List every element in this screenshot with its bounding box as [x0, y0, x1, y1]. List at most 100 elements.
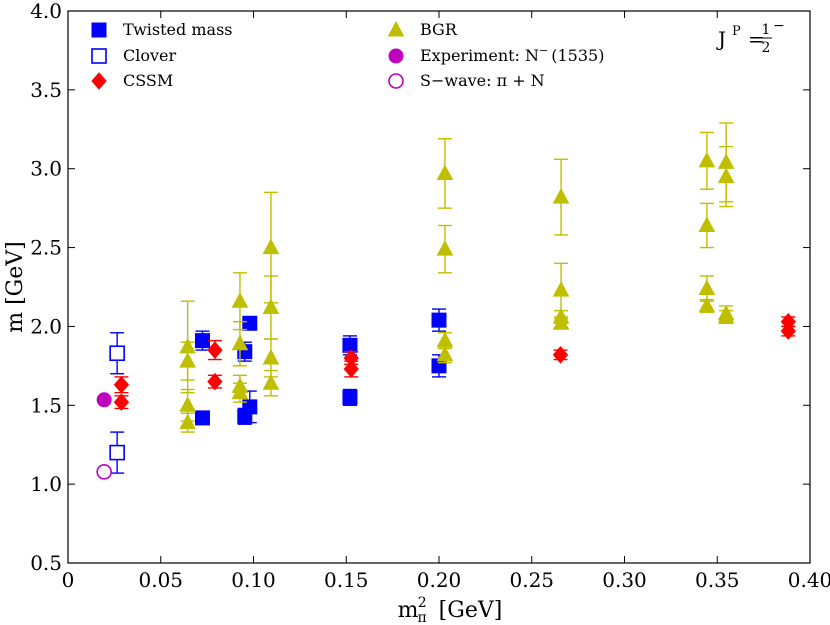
- data-point-twisted: [342, 389, 358, 405]
- legend-label-cssm: CSSM: [123, 71, 173, 90]
- legend: Twisted mass Clover CSSM BGR Experiment: N−(…: [91, 20, 604, 90]
- data-point-bgr: [698, 151, 716, 168]
- legend-marker-bgr: [387, 20, 405, 37]
- legend-label-bgr: BGR: [420, 20, 458, 39]
- series-experiment: [96, 392, 112, 408]
- legend-label-clover: Clover: [123, 46, 177, 65]
- legend-marker-twisted: [91, 22, 107, 38]
- data-point-clover: [109, 345, 125, 362]
- legend-item-clover: Clover: [91, 46, 177, 65]
- x-tick-label: 0.05: [138, 568, 183, 592]
- x-axis-label-base: m: [398, 598, 419, 623]
- y-axis-label: m [GeV]: [3, 241, 28, 333]
- legend-marker-experiment: [388, 48, 404, 64]
- legend-item-cssm: CSSM: [91, 71, 173, 90]
- data-point-bgr: [179, 396, 196, 412]
- axis-tick-labels: 0 0.05 0.10 0.15 0.20 0.25 0.30 0.35 0.40 0.5 1.0 1…: [30, 0, 830, 592]
- x-axis-label-sup: 2: [418, 595, 427, 611]
- data-point-cssm: [207, 372, 223, 391]
- annotation-p: P: [732, 24, 741, 39]
- data-point-bgr: [231, 383, 249, 400]
- data-point-bgr: [552, 281, 570, 297]
- y-tick-label: 0.5: [30, 551, 62, 575]
- legend-label-experiment: Experiment: N− (1535): [420, 44, 604, 65]
- data-point-cssm: [343, 360, 359, 378]
- legend-item-swave: S−wave: π + N: [388, 71, 545, 90]
- x-axis-label-sub: π: [418, 610, 427, 625]
- y-tick-label: 2.5: [30, 236, 62, 260]
- data-point-twisted: [194, 410, 210, 426]
- data-point-bgr: [231, 334, 249, 351]
- legend-item-bgr: BGR: [387, 20, 458, 39]
- data-point-bgr: [436, 164, 454, 180]
- series-cssm: [113, 312, 796, 411]
- annotation-num: 1: [762, 22, 771, 38]
- legend-label-twisted: Twisted mass: [123, 20, 232, 39]
- data-point-twisted: [431, 312, 447, 328]
- x-tick-label: 0.40: [788, 568, 830, 592]
- legend-marker-clover: [91, 48, 107, 64]
- data-point-cssm: [552, 346, 569, 364]
- data-point-cssm: [207, 341, 223, 359]
- data-point-bgr: [698, 279, 716, 296]
- series-swave: [96, 464, 112, 480]
- data-point-bgr: [717, 307, 735, 324]
- y-tick-label: 3.5: [30, 78, 62, 102]
- data-point-bgr: [436, 345, 454, 362]
- y-tick-label: 3.0: [30, 157, 62, 181]
- data-point-twisted: [242, 399, 258, 415]
- legend-marker-cssm: [91, 72, 107, 90]
- x-tick-label: 0: [62, 568, 75, 592]
- legend-item-twisted: Twisted mass: [91, 20, 232, 39]
- data-point-bgr: [262, 374, 280, 390]
- data-point-cssm: [780, 322, 796, 340]
- legend-marker-swave: [388, 73, 404, 89]
- data-point-bgr: [262, 238, 280, 255]
- y-tick-label: 1.0: [30, 472, 62, 496]
- data-point-cssm: [113, 393, 130, 411]
- legend-label-tail: (1535): [551, 46, 604, 65]
- annotation-eq: =: [748, 27, 765, 51]
- legend-label-sup: −: [539, 44, 548, 57]
- spin-parity-annotation: J P = 1 2 −: [716, 18, 785, 56]
- data-point-bgr: [552, 188, 570, 204]
- data-point-bgr: [179, 352, 196, 368]
- series-twisted: [194, 308, 447, 426]
- data-point-twisted: [242, 315, 258, 331]
- y-tick-label: 2.0: [30, 314, 62, 338]
- legend-item-experiment: Experiment: N− (1535): [388, 44, 604, 65]
- data-point-twisted: [194, 333, 210, 349]
- series-bgr: [179, 122, 735, 433]
- x-axis-label-unit: [GeV]: [439, 598, 503, 623]
- data-point-bgr: [552, 314, 570, 330]
- data-point-bgr: [717, 167, 735, 184]
- data-point-bgr: [262, 298, 280, 315]
- data-point-bgr: [698, 216, 716, 232]
- data-point-bgr: [262, 348, 280, 365]
- annotation-den: 2: [762, 40, 771, 56]
- data-point-swave: [96, 464, 112, 480]
- y-tick-label: 1.5: [30, 393, 62, 417]
- annotation-sign: −: [773, 18, 785, 34]
- data-point-cssm: [113, 376, 130, 394]
- data-point-bgr: [179, 413, 196, 430]
- data-point-bgr: [231, 292, 249, 308]
- axis-ticks: [67, 10, 811, 564]
- annotation-j: J: [716, 27, 726, 51]
- x-tick-label: 0.10: [231, 568, 276, 592]
- x-tick-label: 0.25: [509, 568, 554, 592]
- y-tick-label: 4.0: [30, 0, 62, 23]
- data-point-experiment: [96, 392, 112, 408]
- x-tick-label: 0.35: [695, 568, 740, 592]
- plot-marks: [96, 122, 796, 480]
- x-tick-label: 0.15: [324, 568, 369, 592]
- x-tick-label: 0.20: [417, 568, 462, 592]
- x-axis-label: mπ2 [GeV]: [398, 595, 503, 625]
- data-point-bgr: [436, 240, 454, 256]
- data-point-clover: [109, 444, 125, 461]
- legend-label-swave: S−wave: π + N: [420, 71, 545, 90]
- data-point-bgr: [436, 331, 454, 348]
- data-point-bgr: [698, 296, 716, 313]
- x-tick-label: 0.30: [602, 568, 647, 592]
